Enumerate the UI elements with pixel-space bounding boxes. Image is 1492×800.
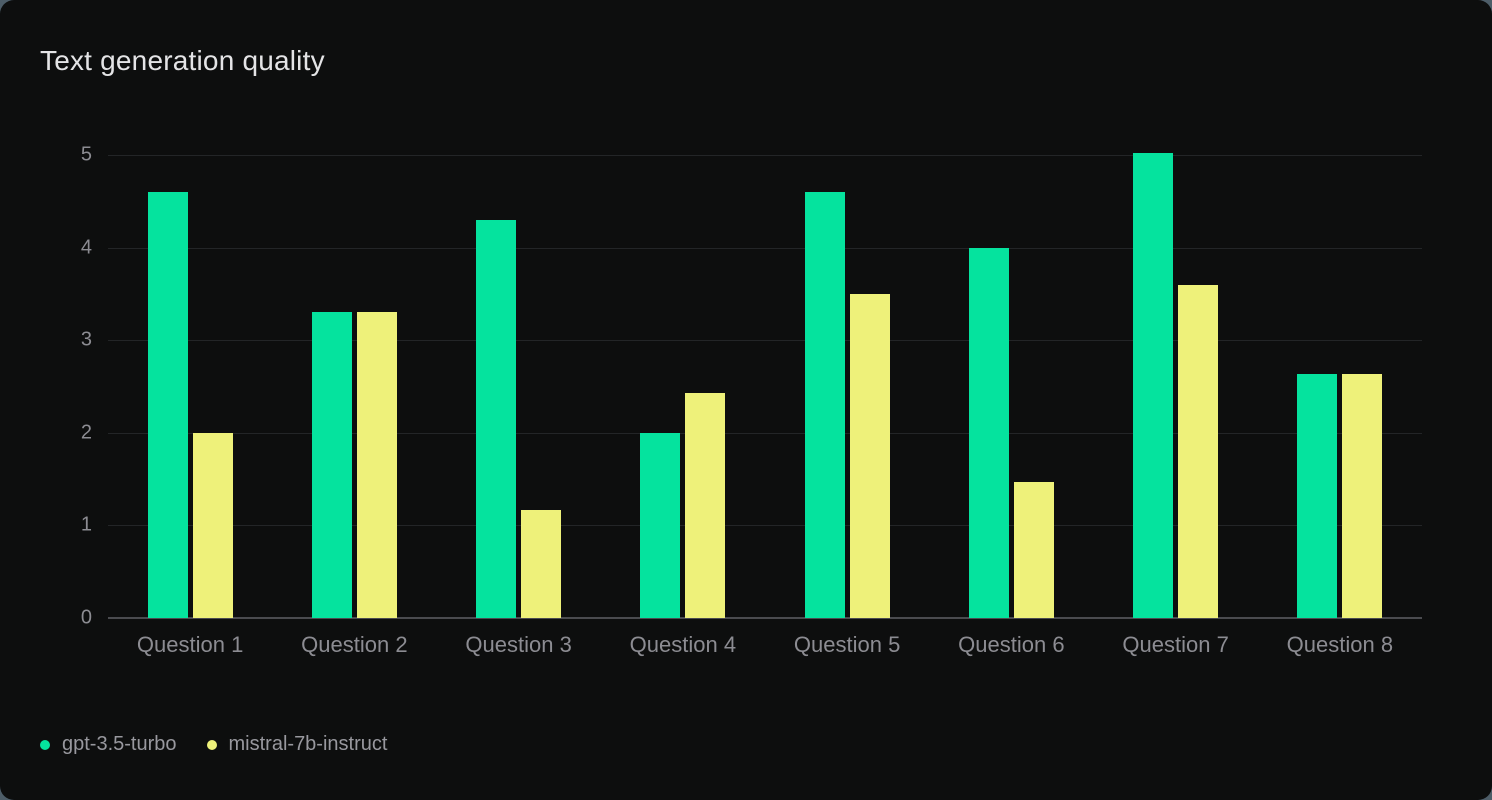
legend-label-mistral-7b-instruct: mistral-7b-instruct xyxy=(228,733,388,755)
x-tick-label-question-8: Question 8 xyxy=(1286,632,1394,657)
bar-mistral-7b-instruct-question-6[interactable] xyxy=(1013,481,1054,618)
y-tick-label-2: 2 xyxy=(80,421,92,444)
gridline-y-1 xyxy=(108,525,1422,527)
bar-gpt-3.5-turbo-question-7[interactable] xyxy=(1133,153,1174,618)
legend-dot-gpt-3-5-turbo-icon xyxy=(40,739,50,750)
plot-area xyxy=(108,153,1422,619)
y-tick-label-4: 4 xyxy=(80,236,92,259)
bar-gpt-3.5-turbo-question-1[interactable] xyxy=(147,192,188,618)
x-axis: Question 1 Question 2 Question 3 Question 4… xyxy=(108,632,1422,662)
gridline-y-3 xyxy=(108,340,1422,342)
bar-mistral-7b-instruct-question-2[interactable] xyxy=(356,312,397,618)
gridline-y-4 xyxy=(108,247,1422,249)
legend-label-gpt-3-5-turbo: gpt-3.5-turbo xyxy=(62,733,177,755)
legend-item-gpt-3-5-turbo[interactable]: gpt-3.5-turbo xyxy=(40,733,177,756)
x-tick-label-question-1: Question 1 xyxy=(136,632,244,657)
bar-mistral-7b-instruct-question-7[interactable] xyxy=(1178,284,1219,618)
x-tick-label-question-5: Question 5 xyxy=(793,632,901,657)
bar-mistral-7b-instruct-question-1[interactable] xyxy=(192,432,233,618)
bar-gpt-3.5-turbo-question-8[interactable] xyxy=(1297,374,1338,618)
y-tick-label-0: 0 xyxy=(80,606,92,629)
legend-dot-mistral-7b-instruct-icon xyxy=(206,739,217,750)
gridline-y-5 xyxy=(108,155,1422,156)
y-tick-label-3: 3 xyxy=(80,328,92,351)
chart-title: Text generation quality xyxy=(40,45,325,76)
bar-gpt-3.5-turbo-question-6[interactable] xyxy=(968,247,1009,618)
x-tick-label-question-7: Question 7 xyxy=(1122,632,1229,657)
bar-gpt-3.5-turbo-question-2[interactable] xyxy=(311,312,352,618)
bar-gpt-3.5-turbo-question-5[interactable] xyxy=(804,192,845,618)
x-tick-label-question-3: Question 3 xyxy=(465,632,572,657)
y-axis: 0 1 2 3 4 5 xyxy=(0,144,92,629)
bar-mistral-7b-instruct-question-8[interactable] xyxy=(1342,374,1383,618)
bar-mistral-7b-instruct-question-5[interactable] xyxy=(849,293,890,618)
y-tick-label-1: 1 xyxy=(80,513,92,536)
bar-mistral-7b-instruct-question-3[interactable] xyxy=(521,509,562,618)
y-tick-label-5: 5 xyxy=(80,143,92,166)
bar-gpt-3.5-turbo-question-3[interactable] xyxy=(476,219,517,618)
gridline-y-2 xyxy=(108,432,1422,434)
x-tick-label-question-6: Question 6 xyxy=(958,632,1065,657)
legend: gpt-3.5-turbo mistral-7b-instruct xyxy=(40,733,387,756)
x-axis-line xyxy=(108,617,1422,619)
bar-gpt-3.5-turbo-question-4[interactable] xyxy=(640,432,681,618)
legend-item-mistral-7b-instruct[interactable]: mistral-7b-instruct xyxy=(206,733,388,756)
x-tick-label-question-4: Question 4 xyxy=(629,632,737,657)
bar-mistral-7b-instruct-question-4[interactable] xyxy=(685,392,726,618)
x-tick-label-question-2: Question 2 xyxy=(301,632,408,657)
